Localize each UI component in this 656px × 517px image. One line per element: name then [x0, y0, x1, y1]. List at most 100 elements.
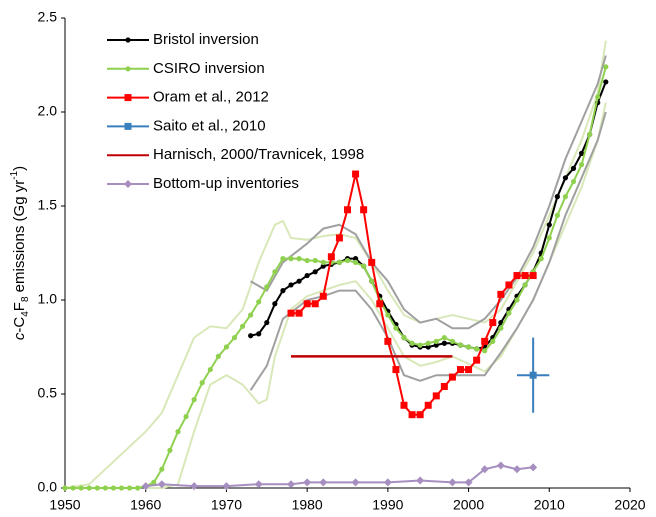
data-point: [416, 411, 424, 419]
data-point: [118, 485, 125, 491]
legend-label: Oram et al., 2012: [153, 89, 269, 106]
data-point: [376, 300, 384, 308]
y-axis-label: c-C4F8 emissions (Gg yr-1): [9, 166, 31, 340]
data-point: [448, 478, 457, 487]
data-point: [490, 338, 496, 344]
series: [287, 170, 537, 419]
y-tick-label: 1.0: [38, 291, 58, 307]
y-label-part: F: [11, 302, 28, 311]
data-point: [344, 257, 351, 264]
data-point: [351, 478, 360, 487]
data-point: [587, 131, 593, 138]
y-tick-label: 2.5: [38, 9, 58, 25]
data-point: [272, 269, 278, 275]
legend-marker: [124, 94, 132, 102]
data-point: [312, 257, 318, 264]
data-point: [311, 300, 319, 308]
data-point: [433, 338, 439, 344]
data-point: [344, 206, 351, 214]
data-point: [280, 288, 286, 294]
data-point: [151, 479, 157, 485]
data-point: [425, 344, 431, 350]
y-label-part: 4: [20, 311, 31, 317]
data-point: [384, 337, 392, 345]
data-point: [256, 299, 262, 305]
uncertainty-line: [64, 40, 607, 489]
data-point: [110, 485, 117, 491]
y-tick-label: 0.5: [38, 385, 58, 401]
y-label-part: c: [11, 332, 28, 340]
data-point: [335, 234, 343, 242]
data-point: [254, 480, 263, 489]
data-point: [222, 482, 231, 491]
data-point: [416, 476, 425, 485]
data-point: [360, 206, 368, 214]
data-point: [352, 259, 359, 265]
legend-label: Harnisch, 2000/Travnicek, 1998: [153, 146, 364, 163]
series: [517, 337, 550, 413]
data-point: [529, 371, 537, 379]
data-point: [78, 485, 84, 491]
data-point: [368, 258, 376, 266]
data-point: [199, 380, 205, 386]
data-point: [498, 325, 504, 331]
data-point: [489, 319, 497, 327]
data-point: [280, 256, 286, 262]
data-point: [496, 461, 505, 470]
y-label-part: -C: [11, 317, 28, 333]
data-point: [529, 463, 538, 472]
legend-label: CSIRO inversion: [153, 60, 265, 77]
x-tick-label: 2020: [614, 497, 645, 513]
y-label-part: emissions (Gg yr: [11, 180, 28, 297]
data-point: [521, 272, 529, 280]
data-point: [562, 194, 569, 200]
data-point: [481, 337, 489, 345]
data-point: [570, 178, 577, 185]
data-point: [464, 478, 473, 487]
data-point: [223, 344, 230, 350]
data-point: [288, 282, 294, 288]
data-point: [578, 150, 585, 156]
data-point: [425, 340, 431, 346]
data-point: [393, 325, 399, 331]
data-point: [433, 342, 439, 348]
legend-marker: [124, 122, 132, 130]
data-point: [505, 281, 513, 289]
data-point: [102, 485, 108, 491]
data-point: [546, 222, 552, 228]
data-point: [248, 333, 254, 339]
data-point: [207, 366, 213, 373]
data-point: [482, 348, 488, 354]
data-point: [449, 338, 456, 344]
x-tick-label: 1960: [130, 497, 161, 513]
data-point: [400, 401, 408, 409]
legend-label: Bristol inversion: [153, 31, 259, 48]
data-point: [183, 413, 189, 420]
y-label-part: 8: [20, 296, 31, 302]
data-point: [352, 256, 359, 262]
data-point: [167, 447, 173, 453]
data-point: [441, 340, 447, 346]
data-point: [369, 278, 375, 284]
x-tick-label: 2010: [534, 497, 565, 513]
data-point: [392, 366, 400, 374]
data-point: [408, 411, 416, 419]
data-point: [538, 256, 544, 262]
data-point: [157, 480, 166, 489]
series-line: [145, 464, 534, 488]
x-tick-label: 1980: [292, 497, 323, 513]
y-label-part: -1: [9, 170, 20, 179]
data-point: [175, 429, 181, 435]
data-point: [424, 401, 432, 409]
data-point: [312, 269, 318, 275]
data-point: [383, 478, 392, 487]
legend-marker: [124, 180, 132, 188]
data-point: [513, 272, 521, 280]
data-point: [497, 290, 505, 298]
data-point: [320, 263, 326, 269]
data-point: [303, 300, 311, 308]
data-point: [239, 323, 246, 329]
data-point: [457, 366, 464, 374]
data-point: [320, 259, 326, 265]
